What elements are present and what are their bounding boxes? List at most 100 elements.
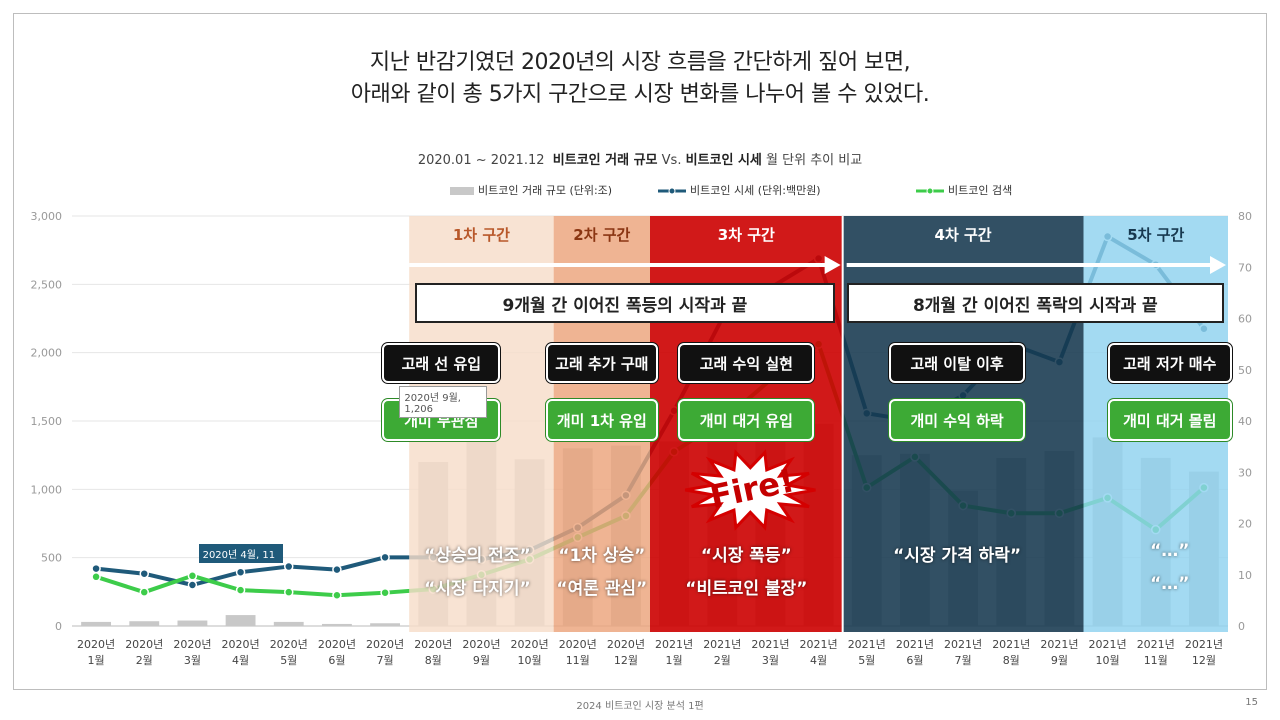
- search-point: [284, 587, 294, 597]
- x-axis-tick-year: 2021년: [655, 638, 693, 651]
- left-axis-tick: 500: [41, 552, 62, 565]
- volume-bar: [225, 615, 256, 626]
- subtitle-period: 2020.01 ~ 2021.12: [417, 153, 545, 168]
- volume-bar: [370, 623, 401, 626]
- zone-2-quote-2: “여론 관심”: [556, 579, 648, 599]
- zone-5-quote-1: “…”: [1150, 541, 1190, 561]
- headline-line-1: 지난 반감기였던 2020년의 시장 흐름을 간단하게 짚어 보면,: [369, 50, 911, 75]
- subtitle-tail: 월 단위 추이 비교: [766, 153, 863, 168]
- x-axis-tick-month: 1월: [88, 654, 105, 667]
- left-axis-tick: 1,000: [31, 483, 63, 496]
- zone-3-quote-1: “시장 폭등”: [700, 546, 792, 566]
- x-axis-tick-month: 9월: [473, 654, 490, 667]
- right-axis-tick: 50: [1238, 364, 1252, 377]
- whale-box-5: 고래 저가 매수: [1107, 343, 1232, 383]
- fall-arrow-head: [1210, 256, 1226, 274]
- subtitle-part2: 비트코인 시세: [685, 153, 762, 168]
- zone-4-quote-1: “시장 가격 하락”: [893, 546, 1022, 566]
- zone-3-title: 3차 구간: [718, 226, 775, 244]
- search-point: [235, 585, 246, 595]
- x-axis-tick-month: 3월: [184, 654, 201, 667]
- x-axis-tick-year: 2021년: [751, 638, 789, 651]
- x-axis-tick-month: 8월: [1003, 654, 1020, 667]
- volume-data-label: 2020년 9월, 1,206: [399, 386, 488, 418]
- x-axis-tick-year: 2020년: [607, 638, 645, 651]
- whale-box-4: 고래 이탈 이후: [889, 343, 1026, 383]
- volume-bar: [273, 621, 304, 626]
- zone-2-title: 2차 구간: [573, 226, 630, 244]
- x-axis-tick-year: 2021년: [800, 638, 838, 651]
- x-axis-tick-year: 2021년: [848, 638, 886, 651]
- x-axis-tick-month: 4월: [810, 654, 827, 667]
- right-axis-tick: 20: [1238, 518, 1252, 531]
- x-axis-tick-month: 2월: [136, 654, 153, 667]
- search-point: [91, 572, 101, 582]
- whale-box-1: 고래 선 유입: [382, 343, 501, 383]
- price-point: [139, 568, 149, 579]
- zone-1-quote-1: “상승의 전조”: [424, 546, 531, 566]
- x-axis-tick-month: 7월: [955, 654, 972, 667]
- search-point: [187, 571, 198, 581]
- price-point: [284, 561, 294, 572]
- search-point: [332, 590, 342, 600]
- x-axis-tick-month: 4월: [232, 654, 249, 667]
- chart-subtitle: 2020.01 ~ 2021.12 비트코인 거래 규모 Vs. 비트코인 시세…: [0, 149, 1280, 168]
- x-axis-tick-year: 2020년: [270, 638, 308, 651]
- x-axis-tick-year: 2020년: [511, 638, 549, 651]
- x-axis-tick-month: 12월: [614, 654, 638, 667]
- x-axis-tick-year: 2020년: [77, 638, 115, 651]
- legend-search: 비트코인 검색: [916, 182, 1012, 200]
- x-axis-tick-year: 2021년: [896, 638, 934, 651]
- whale-box-3: 고래 수익 실현: [678, 343, 815, 383]
- x-axis-tick-year: 2021년: [944, 638, 982, 651]
- ant-box-4: 개미 수익 하락: [889, 399, 1026, 441]
- price-point: [235, 567, 246, 577]
- whale-box-2: 고래 추가 구매: [545, 343, 658, 383]
- right-axis-tick: 30: [1238, 466, 1252, 479]
- x-axis-tick-year: 2020년: [125, 638, 163, 651]
- legend-price-label: 비트코인 시세 (단위:백만원): [690, 184, 821, 197]
- right-axis-tick: 70: [1238, 261, 1252, 274]
- search-point: [380, 587, 390, 598]
- x-axis-tick-month: 2월: [714, 654, 731, 667]
- x-axis-tick-year: 2021년: [1137, 638, 1175, 651]
- legend-volume: 비트코인 거래 규모 (단위:조): [450, 182, 612, 200]
- x-axis-tick-year: 2021년: [1040, 638, 1078, 651]
- zone-5-title: 5차 구간: [1127, 226, 1184, 244]
- rise-arrow-head: [824, 256, 841, 274]
- volume-bar: [81, 621, 112, 626]
- x-axis-tick-year: 2020년: [559, 638, 597, 651]
- x-axis-tick-month: 1월: [666, 654, 683, 667]
- right-axis-tick: 80: [1238, 210, 1252, 223]
- footer-text: 2024 비트코인 시장 분석 1편: [576, 701, 704, 712]
- left-axis-tick: 0: [55, 620, 62, 633]
- zone-3-quote-2: “비트코인 불장”: [685, 579, 808, 599]
- volume-bar: [321, 623, 352, 626]
- right-axis-tick: 10: [1238, 569, 1252, 582]
- headline-line-2: 아래와 같이 총 5가지 구간으로 시장 변화를 나누어 볼 수 있었다.: [350, 82, 930, 107]
- ant-box-2: 개미 1차 유입: [545, 399, 658, 441]
- right-axis-tick: 60: [1238, 313, 1252, 326]
- zone-4-title: 4차 구간: [935, 226, 992, 244]
- left-axis-tick: 1,500: [31, 415, 63, 428]
- ant-box-3: 개미 대거 유입: [678, 399, 815, 441]
- price-point: [91, 563, 101, 574]
- legend-price: 비트코인 시세 (단위:백만원): [658, 182, 821, 200]
- legend-search-label: 비트코인 검색: [948, 184, 1013, 197]
- ant-box-5: 개미 대거 몰림: [1107, 399, 1232, 441]
- fall-banner: 8개월 간 이어진 폭락의 시작과 끝: [846, 283, 1224, 323]
- x-axis-tick-year: 2020년: [366, 638, 404, 651]
- left-axis-tick: 3,000: [31, 210, 63, 223]
- price-point: [332, 564, 342, 575]
- x-axis-tick-month: 10월: [1096, 654, 1120, 667]
- legend-volume-label: 비트코인 거래 규모 (단위:조): [478, 184, 613, 197]
- x-axis-tick-year: 2021년: [1089, 638, 1127, 651]
- x-axis-tick-year: 2021년: [1185, 638, 1223, 651]
- x-axis-tick-year: 2020년: [318, 638, 356, 651]
- price-point: [380, 552, 390, 563]
- page-number: 15: [1245, 697, 1258, 708]
- legend-volume-swatch: [450, 187, 474, 195]
- x-axis-tick-month: 3월: [762, 654, 779, 667]
- x-axis-tick-year: 2020년: [462, 638, 500, 651]
- x-axis-tick-month: 6월: [328, 654, 345, 667]
